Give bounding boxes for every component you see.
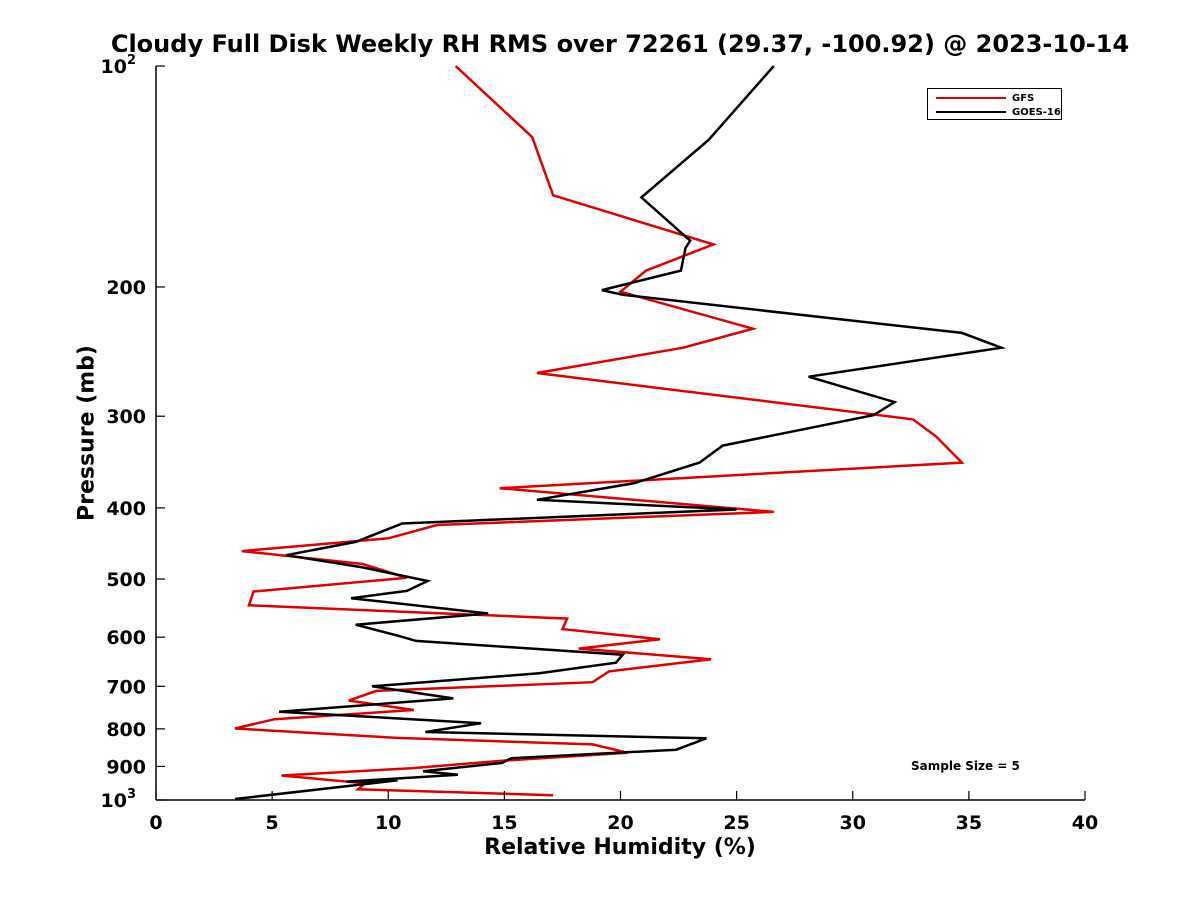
x-tick-label: 40 <box>1072 812 1098 834</box>
ticks-layer: 0 5 10 15 20 25 30 35 40102200300400500600700800… <box>101 53 1099 834</box>
x-tick-label: 10 <box>375 812 401 834</box>
legend-item-gfs: GFS <box>936 91 1034 105</box>
y-tick-label: 600 <box>106 627 146 649</box>
x-tick-label: 20 <box>607 812 633 834</box>
y-tick-label: 400 <box>106 498 146 520</box>
legend-item-goes16: GOES-16 <box>936 105 1061 119</box>
axes <box>155 66 1085 801</box>
chart-title: Cloudy Full Disk Weekly RH RMS over 7226… <box>110 30 1130 58</box>
x-tick-label: 25 <box>723 812 749 834</box>
y-tick-label: 900 <box>106 756 146 778</box>
legend-swatch-goes16 <box>936 111 1006 113</box>
y-tick-label: 103 <box>101 787 137 812</box>
y-tick-exponent: 3 <box>127 787 136 802</box>
x-tick-label: 0 <box>149 812 162 834</box>
series-layer <box>234 65 1007 801</box>
y-tick-label: 300 <box>106 406 146 428</box>
series-line-gfs <box>234 65 965 797</box>
series-line-goes16 <box>234 65 1007 801</box>
legend-label-goes16: GOES-16 <box>1012 106 1061 118</box>
x-tick-label: 35 <box>956 812 982 834</box>
legend: GFS GOES-16 <box>927 88 1062 120</box>
y-tick-exponent: 2 <box>127 53 136 68</box>
sample-size-annotation: Sample Size = 5 <box>911 759 1020 773</box>
y-tick-label: 700 <box>106 676 146 698</box>
x-tick-label: 15 <box>491 812 517 834</box>
legend-swatch-gfs <box>936 97 1006 99</box>
x-tick-label: 5 <box>266 812 279 834</box>
x-tick-label: 30 <box>840 812 866 834</box>
y-tick-label: 800 <box>106 719 146 741</box>
y-tick-label: 500 <box>106 569 146 591</box>
y-axis-label: Pressure (mb) <box>74 345 100 521</box>
legend-label-gfs: GFS <box>1012 92 1035 104</box>
y-tick-label: 200 <box>106 277 146 299</box>
x-axis-label: Relative Humidity (%) <box>484 835 756 860</box>
